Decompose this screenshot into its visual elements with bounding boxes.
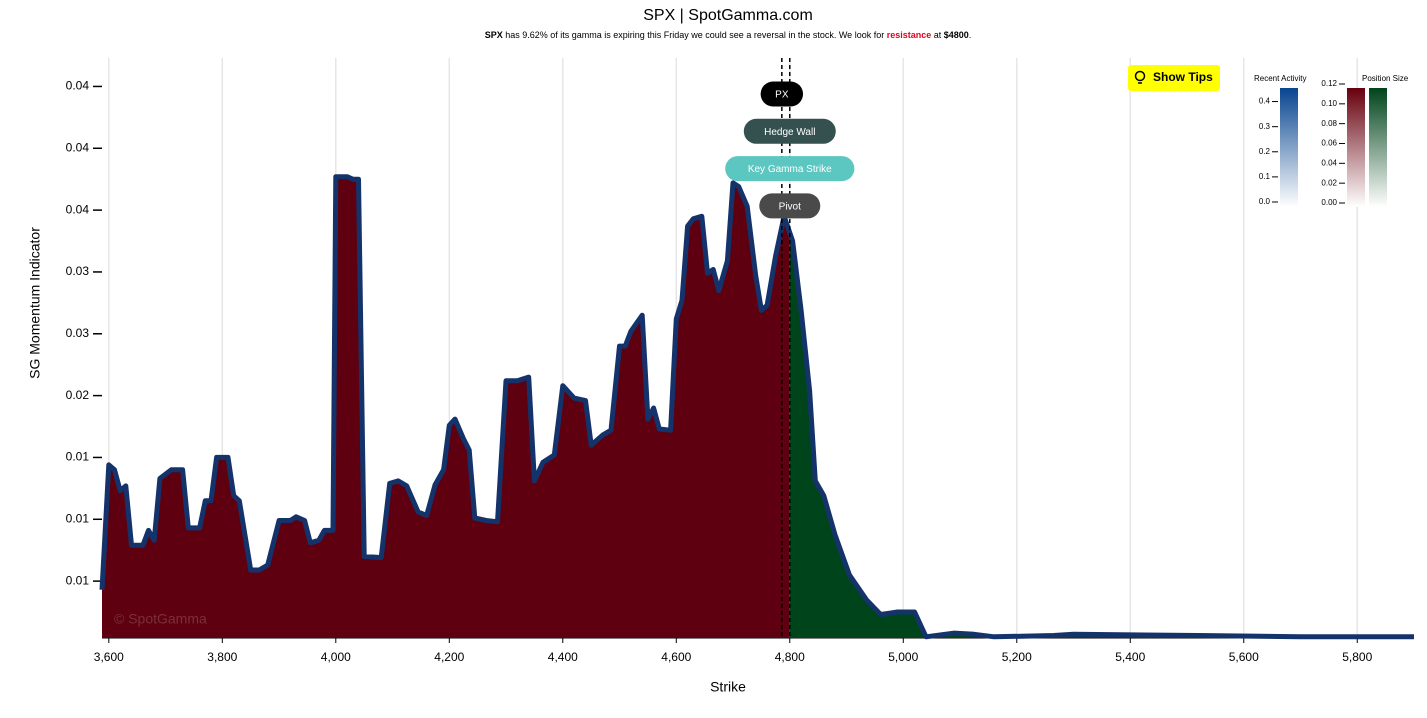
x-tick-label: 4,600 bbox=[661, 650, 691, 664]
level-label: Hedge Wall bbox=[764, 127, 815, 138]
color-tick-label: 0.08 bbox=[1321, 119, 1337, 128]
color-tick-label: 0.00 bbox=[1321, 198, 1337, 207]
y-tick-label: 0.01 bbox=[66, 511, 90, 525]
y-tick-label: 0.01 bbox=[66, 573, 90, 587]
subtitle-part: SPX bbox=[485, 30, 503, 40]
x-tick-label: 3,600 bbox=[94, 650, 124, 664]
color-tick-label: 0.10 bbox=[1321, 99, 1337, 108]
y-tick-label: 0.04 bbox=[66, 79, 90, 93]
y-tick-label: 0.03 bbox=[66, 264, 90, 278]
x-tick-label: 5,200 bbox=[1002, 650, 1032, 664]
x-axis-label: Strike bbox=[710, 679, 746, 695]
color-bar bbox=[1369, 88, 1387, 207]
level-label: Pivot bbox=[779, 202, 801, 213]
subtitle-part: has 9.62% of its gamma is expiring this … bbox=[503, 30, 887, 40]
line bbox=[99, 174, 1414, 640]
area-above bbox=[789, 232, 1414, 638]
x-tick-label: 4,400 bbox=[548, 650, 578, 664]
level-label: PX bbox=[775, 90, 789, 101]
subtitle-part: at bbox=[931, 30, 944, 40]
show-tips-button[interactable]: Show Tips bbox=[1128, 65, 1220, 91]
y-tick-label: 0.01 bbox=[66, 450, 90, 464]
x-tick-label: 3,800 bbox=[207, 650, 237, 664]
y-tick-label: 0.04 bbox=[66, 202, 90, 216]
x-tick-label: 4,000 bbox=[321, 650, 351, 664]
level-pill bbox=[760, 81, 804, 107]
button-bg[interactable] bbox=[1128, 65, 1220, 91]
level-label: Key Gamma Strike bbox=[748, 164, 832, 175]
button-label[interactable]: Show Tips bbox=[1153, 70, 1213, 84]
x-tick-label: 5,000 bbox=[888, 650, 918, 664]
chart-subtitle: SPX has 9.62% of its gamma is expiring t… bbox=[485, 30, 972, 40]
chart-title: SPX | SpotGamma.com bbox=[643, 7, 813, 24]
color-tick-label: 0.0 bbox=[1259, 197, 1271, 206]
color-tick-label: 0.02 bbox=[1321, 178, 1337, 187]
subtitle-part: . bbox=[969, 30, 972, 40]
color-scale-title: Position Size bbox=[1362, 74, 1409, 83]
area-below bbox=[102, 176, 790, 638]
y-tick-label: 0.02 bbox=[66, 388, 90, 402]
color-bar bbox=[1347, 88, 1365, 207]
level-pill bbox=[743, 118, 836, 144]
x-tick-label: 4,800 bbox=[775, 650, 805, 664]
color-tick-label: 0.1 bbox=[1259, 172, 1271, 181]
x-tick-label: 5,600 bbox=[1229, 650, 1259, 664]
color-scale-title: Recent Activity bbox=[1254, 74, 1306, 83]
x-tick-label: 5,400 bbox=[1115, 650, 1145, 664]
color-tick-label: 0.4 bbox=[1259, 97, 1271, 106]
watermark: © SpotGamma bbox=[114, 611, 207, 627]
color-tick-label: 0.3 bbox=[1259, 122, 1271, 131]
x-tick-label: 5,800 bbox=[1342, 650, 1372, 664]
level-pill bbox=[759, 193, 821, 219]
subtitle-part: resistance bbox=[887, 30, 932, 40]
color-tick-label: 0.06 bbox=[1321, 139, 1337, 148]
color-tick-label: 0.2 bbox=[1259, 147, 1271, 156]
y-tick-label: 0.04 bbox=[66, 140, 90, 154]
y-tick-label: 0.03 bbox=[66, 326, 90, 340]
level-pill bbox=[725, 156, 855, 182]
color-tick-label: 0.04 bbox=[1321, 158, 1337, 167]
bulb-icon[interactable] bbox=[1134, 70, 1146, 82]
x-tick-label: 4,200 bbox=[434, 650, 464, 664]
color-tick-label: 0.12 bbox=[1321, 79, 1337, 88]
color-bar bbox=[1280, 88, 1298, 207]
subtitle-part: $4800 bbox=[944, 30, 969, 40]
y-axis-label: SG Momentum Indicator bbox=[27, 227, 43, 379]
